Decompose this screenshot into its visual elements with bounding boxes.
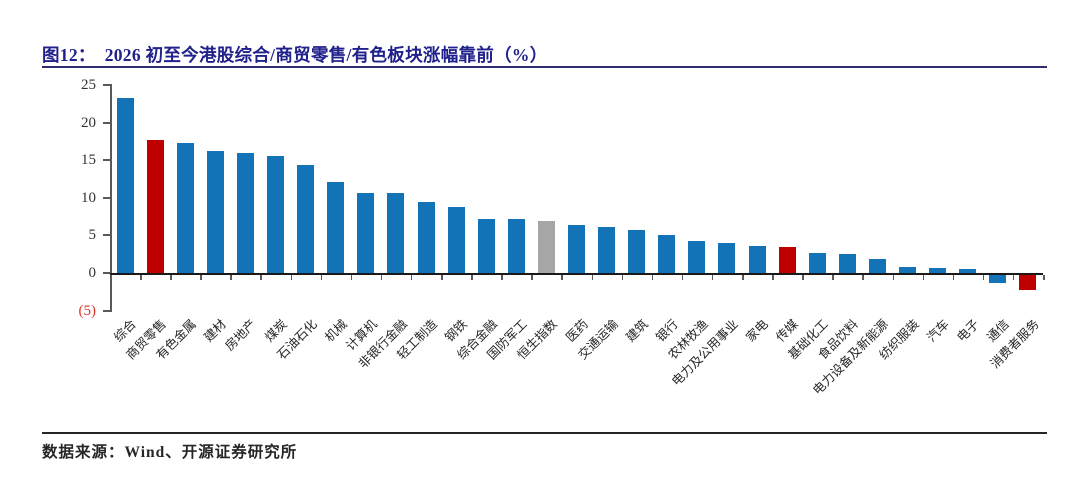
x-axis-line	[110, 273, 1043, 275]
x-axis-tick	[380, 275, 383, 280]
data-source-note: 数据来源：Wind、开源证券研究所	[42, 444, 298, 461]
x-axis-tick	[802, 275, 804, 280]
y-axis-tick	[103, 272, 112, 274]
x-axis-tick	[892, 275, 895, 280]
x-axis-tick	[862, 275, 864, 280]
bar-商贸零售	[146, 139, 164, 273]
y-axis-label: 10	[81, 189, 96, 206]
bar-汽车	[929, 268, 947, 273]
x-axis-tick	[772, 275, 774, 280]
y-axis-tick	[103, 309, 112, 312]
bar-非银行金融	[387, 193, 405, 273]
x-axis-tick	[200, 275, 202, 280]
y-axis-label: (5)	[78, 302, 97, 319]
bar-电子	[959, 269, 977, 273]
bar-轻工制造	[417, 202, 435, 273]
bar-综合	[116, 97, 134, 273]
y-axis-tick	[103, 234, 112, 237]
bar-国防军工	[507, 218, 525, 273]
x-axis-tick	[561, 275, 563, 280]
bar-房地产	[236, 153, 254, 273]
y-axis-tick	[103, 159, 112, 162]
x-axis-tick	[110, 275, 112, 280]
x-axis-tick	[1043, 275, 1045, 280]
bar-建材	[206, 151, 224, 273]
bar-机械	[327, 182, 345, 273]
x-axis-tick	[441, 275, 443, 280]
figure-title: 图12： 2026 初至今港股综合/商贸零售/有色板块涨幅靠前（%）	[42, 42, 548, 67]
y-axis-label: 25	[81, 77, 96, 93]
bar-医药	[568, 224, 585, 273]
bar-钢铁	[447, 206, 465, 273]
x-axis-tick	[952, 275, 955, 280]
x-axis-tick	[621, 275, 624, 280]
x-axis-tick	[170, 275, 172, 280]
bar-食品饮料	[838, 254, 856, 273]
footer-divider	[42, 432, 1047, 434]
x-axis-tick	[742, 275, 744, 280]
y-axis-tick	[103, 121, 112, 124]
x-axis-tick	[260, 275, 262, 280]
x-axis-tick	[471, 275, 473, 280]
x-axis-tick	[320, 275, 323, 280]
x-axis-tick	[290, 275, 293, 280]
bar-电力及公用事业	[718, 242, 736, 273]
x-axis-tick	[501, 275, 503, 280]
bar-银行	[658, 234, 676, 273]
bar-消费者服务	[1019, 275, 1037, 291]
y-axis-tick	[103, 84, 112, 86]
x-axis-tick	[982, 275, 985, 280]
bar-基础化工	[808, 252, 826, 273]
bar-有色金属	[176, 142, 194, 273]
figure-number: 图12：	[42, 45, 96, 65]
x-axis-tick	[410, 275, 413, 280]
x-axis-tick	[140, 275, 142, 280]
y-axis-tick	[103, 196, 112, 199]
x-axis-tick	[651, 275, 654, 280]
y-axis-label: 20	[81, 114, 96, 131]
bar-农林牧渔	[688, 241, 706, 273]
y-axis-label: 0	[88, 265, 97, 281]
x-axis-tick	[681, 275, 684, 280]
bar-电力设备及新能源	[868, 259, 886, 273]
title-divider	[42, 66, 1047, 68]
x-axis-tick	[531, 275, 533, 280]
bar-计算机	[357, 192, 375, 273]
bar-家电	[748, 245, 766, 273]
figure-title-text: 2026 初至今港股综合/商贸零售/有色板块涨幅靠前（%）	[104, 45, 548, 65]
x-axis-tick	[832, 275, 834, 280]
x-axis-tick	[230, 275, 232, 280]
y-axis-label: 15	[81, 152, 96, 169]
bar-纺织服装	[899, 266, 917, 273]
x-axis-tick	[591, 275, 594, 280]
x-axis-tick	[350, 275, 353, 280]
bar-恒生指数	[537, 221, 555, 273]
x-axis-tick	[922, 275, 925, 280]
bar-通信	[989, 275, 1007, 283]
x-axis-tick	[711, 275, 714, 280]
bar-建筑	[628, 230, 646, 273]
bar-石油石化	[297, 164, 315, 273]
bar-传媒	[778, 247, 796, 273]
x-axis-tick	[1012, 275, 1015, 280]
bar-交通运输	[598, 227, 616, 273]
bar-煤炭	[267, 155, 285, 273]
y-axis-label: 5	[88, 227, 97, 244]
bar-综合金融	[477, 218, 495, 273]
